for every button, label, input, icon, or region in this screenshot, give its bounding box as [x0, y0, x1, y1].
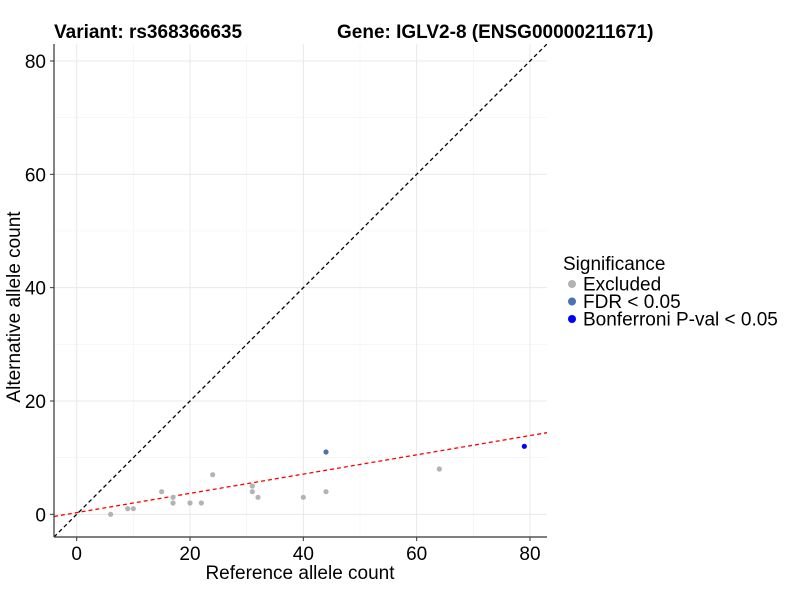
y-tick-label: 20	[25, 392, 46, 413]
x-tick-label: 40	[293, 544, 314, 565]
y-tick-label: 40	[25, 279, 46, 300]
regression-line	[54, 432, 547, 518]
legend-label: Bonferroni P-val < 0.05	[583, 310, 778, 331]
legend-label: Excluded	[583, 275, 661, 296]
data-point	[249, 483, 255, 489]
identity-line	[54, 44, 547, 537]
data-point	[436, 466, 442, 472]
data-point	[170, 494, 176, 500]
legend-label: FDR < 0.05	[583, 292, 681, 313]
x-tick-label: 0	[71, 544, 82, 565]
data-point	[255, 494, 261, 500]
x-tick-label: 80	[519, 544, 540, 565]
legend-title: Significance	[563, 254, 665, 275]
reference-lines	[54, 44, 547, 537]
data-point	[125, 506, 131, 512]
data-point	[108, 511, 114, 517]
data-point	[300, 494, 306, 500]
grid-lines	[54, 44, 547, 537]
data-point	[159, 489, 165, 495]
data-point	[323, 489, 329, 495]
data-point	[521, 443, 527, 449]
y-tick-label: 80	[25, 52, 46, 73]
data-point	[198, 500, 204, 506]
legend-key	[568, 280, 576, 288]
axis-ticks: 0 20 40 60 80 0 20 40 60 80	[25, 52, 541, 565]
chart-title-gene: Gene: IGLV2-8 (ENSG00000211671)	[337, 22, 653, 43]
legend-key	[568, 297, 576, 306]
data-point	[130, 506, 136, 512]
data-point	[210, 472, 216, 478]
x-tick-label: 60	[406, 544, 427, 565]
data-points	[108, 443, 527, 517]
data-point	[249, 489, 255, 495]
x-axis-title: Reference allele count	[205, 563, 395, 584]
legend-key	[568, 315, 576, 323]
data-point	[323, 449, 329, 455]
y-tick-label: 60	[25, 165, 46, 186]
data-point	[170, 500, 176, 506]
y-axis-title: Alternative allele count	[4, 211, 25, 403]
data-point	[187, 500, 193, 506]
x-tick-label: 20	[179, 544, 200, 565]
y-tick-label: 0	[35, 505, 46, 526]
chart-title-variant: Variant: rs368366635	[54, 22, 242, 43]
